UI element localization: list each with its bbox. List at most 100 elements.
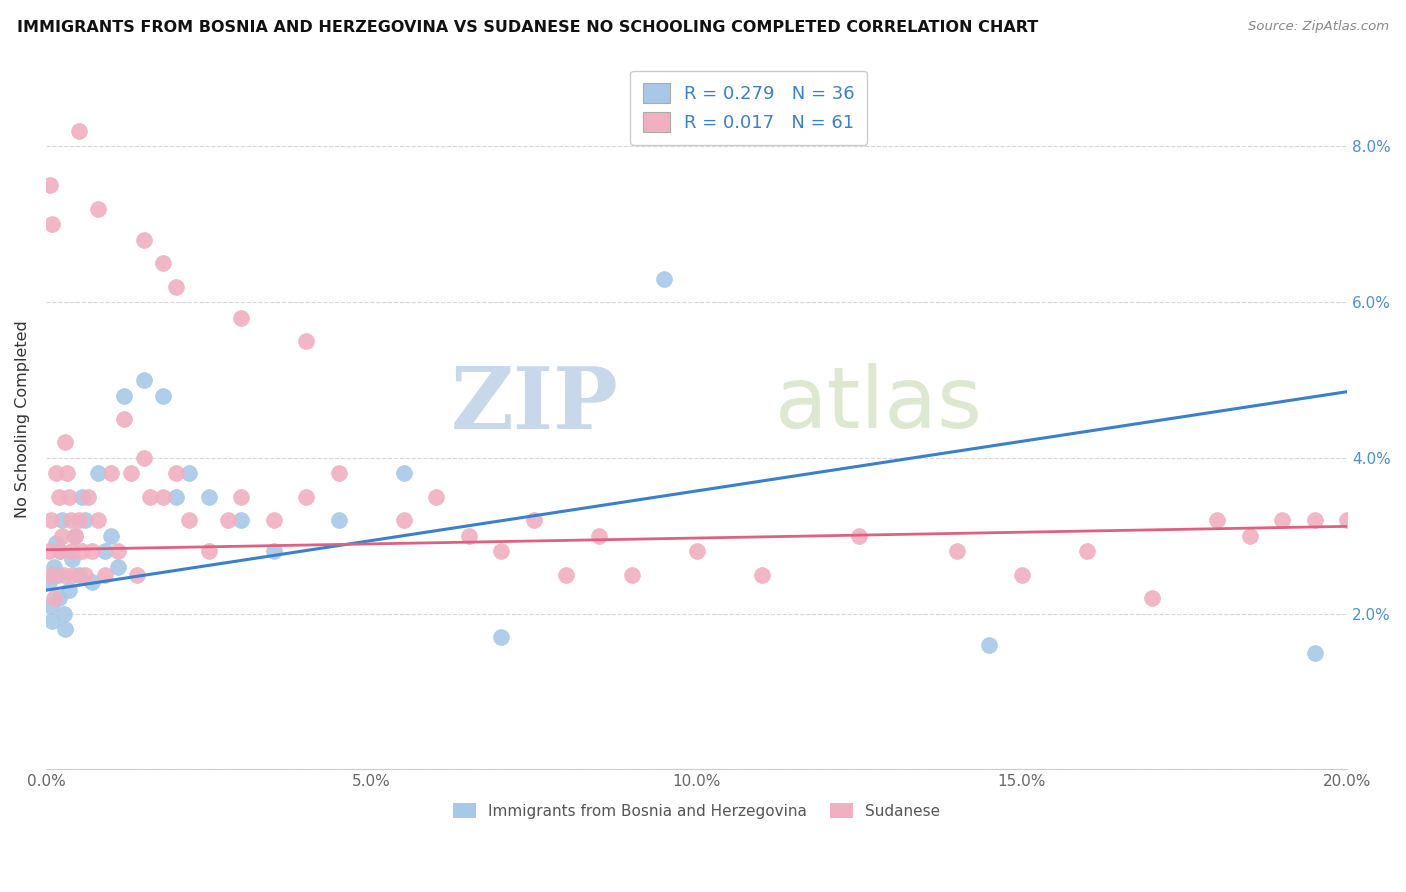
Point [73, 513, 96, 527]
Point [41, 615, 63, 629]
Point [100, 529, 122, 543]
Point [51, 513, 73, 527]
Point [946, 544, 969, 558]
Point [523, 513, 546, 527]
Y-axis label: No Schooling Completed: No Schooling Completed [15, 320, 30, 517]
Point [107, 559, 129, 574]
Point [165, 490, 187, 504]
Point [152, 490, 174, 504]
Point [217, 513, 239, 527]
Point [125, 567, 148, 582]
Point [231, 513, 253, 527]
Point [295, 490, 318, 504]
Point [231, 310, 253, 325]
Point [65, 529, 87, 543]
Point [457, 529, 479, 543]
Point [49, 544, 72, 558]
Point [49, 544, 72, 558]
Point [42, 591, 65, 605]
Point [197, 544, 219, 558]
Point [328, 513, 350, 527]
Point [425, 490, 447, 504]
Point [1076, 544, 1098, 558]
Point [80, 544, 103, 558]
Text: Source: ZipAtlas.com: Source: ZipAtlas.com [1249, 20, 1389, 33]
Point [555, 567, 578, 582]
Point [132, 450, 155, 465]
Point [1011, 567, 1033, 582]
Point [41, 217, 63, 231]
Point [112, 412, 135, 426]
Point [165, 279, 187, 293]
Point [48, 490, 70, 504]
Point [152, 388, 174, 402]
Point [751, 567, 773, 582]
Point [60, 552, 83, 566]
Point [132, 233, 155, 247]
Point [67, 124, 90, 138]
Point [87, 202, 110, 216]
Point [46, 567, 69, 582]
Point [56, 467, 79, 481]
Point [65, 529, 87, 543]
Point [1271, 513, 1294, 527]
Point [120, 467, 142, 481]
Point [263, 513, 285, 527]
Point [1303, 513, 1326, 527]
Point [165, 467, 187, 481]
Point [45, 536, 67, 550]
Point [263, 544, 285, 558]
Point [491, 544, 513, 558]
Point [139, 490, 162, 504]
Point [1206, 513, 1229, 527]
Point [197, 490, 219, 504]
Point [38, 544, 60, 558]
Text: ZIP: ZIP [451, 363, 619, 447]
Point [685, 544, 707, 558]
Text: IMMIGRANTS FROM BOSNIA AND HERZEGOVINA VS SUDANESE NO SCHOOLING COMPLETED CORREL: IMMIGRANTS FROM BOSNIA AND HERZEGOVINA V… [17, 20, 1038, 35]
Point [73, 567, 96, 582]
Point [51, 529, 73, 543]
Point [38, 178, 60, 193]
Point [328, 467, 350, 481]
Text: atlas: atlas [775, 363, 983, 446]
Point [152, 256, 174, 270]
Point [55, 622, 77, 636]
Point [70, 544, 93, 558]
Point [87, 467, 110, 481]
Point [392, 467, 415, 481]
Point [848, 529, 870, 543]
Point [60, 544, 83, 558]
Point [1140, 591, 1163, 605]
Point [87, 513, 110, 527]
Point [100, 467, 122, 481]
Point [295, 334, 318, 348]
Point [67, 567, 90, 582]
Point [48, 591, 70, 605]
Point [45, 467, 67, 481]
Point [979, 638, 1001, 652]
Point [392, 513, 415, 527]
Point [1239, 529, 1261, 543]
Point [42, 559, 65, 574]
Point [67, 513, 90, 527]
Point [39, 513, 62, 527]
Point [620, 567, 643, 582]
Point [53, 607, 76, 621]
Point [588, 529, 610, 543]
Point [107, 544, 129, 558]
Point [58, 490, 80, 504]
Point [55, 435, 77, 450]
Point [652, 272, 675, 286]
Point [1336, 513, 1358, 527]
Point [59, 513, 82, 527]
Legend: Immigrants from Bosnia and Herzegovina, Sudanese: Immigrants from Bosnia and Herzegovina, … [447, 797, 946, 825]
Point [93, 544, 115, 558]
Point [179, 513, 201, 527]
Point [112, 388, 135, 402]
Point [39, 599, 62, 613]
Point [70, 490, 93, 504]
Point [77, 490, 100, 504]
Point [1303, 646, 1326, 660]
Point [179, 467, 201, 481]
